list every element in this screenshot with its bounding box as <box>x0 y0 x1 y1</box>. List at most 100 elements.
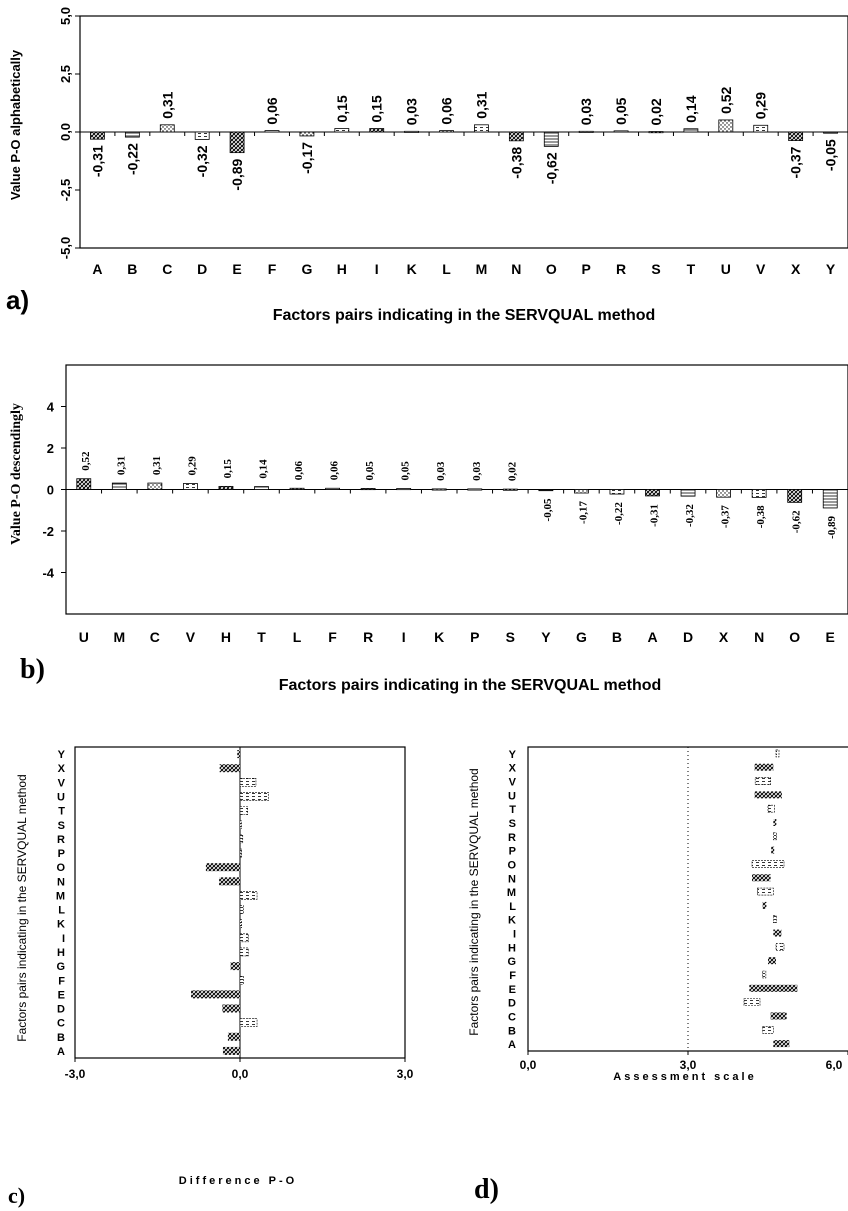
y-tick-label: H <box>508 942 516 954</box>
range-bar-O <box>751 860 785 868</box>
y-tick-label: Y <box>509 749 517 761</box>
range-bar-K <box>773 915 777 924</box>
data-label: 0,05 <box>613 97 629 124</box>
bar-Y <box>237 750 240 759</box>
bar-Y <box>538 489 554 492</box>
range-bar-L <box>762 901 767 909</box>
data-label: -0,38 <box>508 147 524 179</box>
data-label: 0,03 <box>578 98 594 125</box>
x-tick-label: F <box>328 629 337 645</box>
y-tick-label: X <box>58 763 66 775</box>
chart-b-xlabel: Factors pairs indicating in the SERVQUAL… <box>279 677 662 694</box>
bar-K <box>404 130 420 133</box>
bar-I <box>396 488 412 491</box>
panel-letter-a: a) <box>6 285 29 315</box>
y-tick-label: B <box>508 1025 516 1037</box>
y-tick-label: 0,0 <box>58 123 73 141</box>
bar-L <box>289 487 305 490</box>
bar-U <box>76 478 92 490</box>
y-tick-label: E <box>58 989 65 1001</box>
bar-T <box>683 128 699 133</box>
data-label: -0,05 <box>823 139 839 171</box>
y-tick-label: R <box>508 832 516 844</box>
y-tick-label: O <box>56 862 65 874</box>
bar-H <box>218 485 234 490</box>
x-tick-label: D <box>197 261 207 277</box>
data-label: -0,31 <box>89 145 105 177</box>
x-tick-label: N <box>511 261 521 277</box>
y-tick-label: 4 <box>47 400 55 415</box>
x-tick-label: I <box>375 261 379 277</box>
x-tick-label: N <box>754 629 764 645</box>
x-tick-label: Y <box>541 629 551 645</box>
range-bar-P <box>771 846 775 854</box>
y-tick-label: H <box>57 947 65 959</box>
bar-M <box>474 124 489 133</box>
x-tick-label: 3,0 <box>680 1058 697 1072</box>
x-tick-label: U <box>79 629 89 645</box>
bar-E <box>229 131 245 154</box>
data-label: 0,15 <box>222 459 234 479</box>
data-label: 0,29 <box>753 92 769 119</box>
bar-H <box>334 128 350 133</box>
x-tick-label: X <box>719 629 729 645</box>
panel-letter-d: d) <box>474 1174 499 1205</box>
x-tick-label: L <box>442 261 451 277</box>
bar-C <box>159 124 175 133</box>
x-tick-label: D <box>683 629 693 645</box>
bar-A <box>645 489 660 497</box>
y-tick-label: X <box>509 763 517 775</box>
chart-b-ylabel: Value P-O descendingly <box>9 403 24 545</box>
x-tick-label: U <box>721 261 731 277</box>
range-bar-F <box>762 970 767 979</box>
y-tick-label: M <box>56 890 65 902</box>
data-label: 0,05 <box>364 461 376 481</box>
data-label: 0,31 <box>151 456 163 475</box>
data-label: 0,02 <box>506 461 518 481</box>
y-tick-label: I <box>62 933 65 945</box>
y-tick-label: U <box>57 791 65 803</box>
y-tick-label: -4 <box>42 566 54 581</box>
data-label: 0,31 <box>115 456 127 475</box>
range-bar-G <box>768 957 776 965</box>
bar-K <box>431 488 447 491</box>
bar-P <box>578 130 594 133</box>
x-tick-label: B <box>127 261 137 277</box>
data-label: 0,52 <box>80 451 92 471</box>
x-tick-label: O <box>789 629 800 645</box>
chart-a: Value P-O alphabetically Factors pairs i… <box>8 7 848 324</box>
x-tick-label: 0,0 <box>520 1058 537 1072</box>
y-tick-label: 5,0 <box>58 7 73 25</box>
bar-D <box>680 489 696 497</box>
bar-B <box>609 489 625 495</box>
y-tick-label: 2,5 <box>58 65 73 83</box>
y-tick-label: S <box>509 818 516 830</box>
x-tick-label: C <box>150 629 160 645</box>
chart-a-ylabel: Value P-O alphabetically <box>8 49 23 200</box>
bar-E <box>191 990 240 999</box>
data-label: 0,52 <box>718 86 734 113</box>
data-label: -0,62 <box>791 510 803 533</box>
chart-a-xlabel: Factors pairs indicating in the SERVQUAL… <box>273 307 656 324</box>
x-tick-label: E <box>232 261 241 277</box>
chart-c-ylabel: Factors pairs indicating in the SERVQUAL… <box>15 774 29 1041</box>
bar-B <box>124 131 140 138</box>
bar-R <box>239 834 244 844</box>
x-tick-label: S <box>506 629 515 645</box>
y-tick-label: I <box>513 929 516 941</box>
range-bar-N <box>752 874 771 882</box>
data-label: 0,03 <box>471 461 483 481</box>
data-label: -0,89 <box>826 515 838 538</box>
bar-G <box>299 131 315 137</box>
bar-E <box>822 489 838 509</box>
y-tick-label: B <box>57 1032 65 1044</box>
bar-O <box>543 131 559 147</box>
bar-F <box>264 130 280 133</box>
y-tick-label: M <box>507 887 516 899</box>
y-tick-label: O <box>507 859 516 871</box>
bar-T <box>239 806 248 815</box>
y-tick-label: V <box>509 777 517 789</box>
data-label: 0,03 <box>404 98 420 125</box>
x-tick-label: F <box>268 261 277 277</box>
